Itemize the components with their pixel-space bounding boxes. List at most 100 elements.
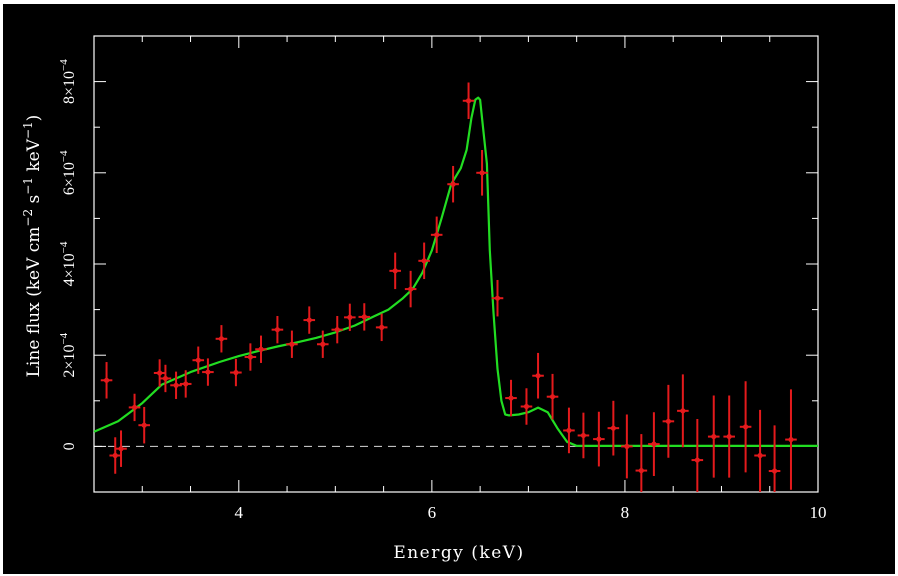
data-marker <box>233 369 239 376</box>
data-point <box>215 325 228 353</box>
data-marker <box>788 436 794 443</box>
data-point <box>271 315 284 344</box>
x-tick-label: 4 <box>235 503 244 522</box>
data-marker <box>651 441 657 447</box>
data-marker <box>218 336 225 342</box>
data-marker <box>610 425 616 431</box>
data-marker <box>465 98 472 104</box>
data-marker <box>771 468 778 474</box>
data-marker <box>624 443 630 449</box>
data-point <box>768 425 781 492</box>
model-curve <box>93 96 818 447</box>
data-marker <box>479 170 485 176</box>
y-tick-label: 8×10−4 <box>58 59 78 104</box>
data-marker <box>638 467 644 474</box>
data-point <box>491 279 504 317</box>
data-point <box>286 330 298 358</box>
data-marker <box>680 408 686 414</box>
data-point <box>447 165 459 203</box>
y-tick-label: 0 <box>61 442 78 450</box>
data-point <box>138 406 150 444</box>
data-marker <box>162 375 169 382</box>
data-point <box>100 362 113 399</box>
data-marker <box>195 357 201 363</box>
data-marker <box>118 446 124 452</box>
y-tick-label: 2×10−4 <box>58 332 78 377</box>
data-point <box>476 150 488 196</box>
data-marker <box>450 181 456 187</box>
spectrum-chart: 4 6 8 10 0 2×10−4 4×10−4 6×10−4 8×10−4 Energy (k… <box>21 35 827 563</box>
data-point <box>677 374 689 448</box>
data-marker <box>711 433 717 440</box>
data-point <box>344 303 356 332</box>
data-marker <box>566 427 572 434</box>
data-marker <box>694 457 700 463</box>
data-marker <box>258 346 264 352</box>
data-point <box>532 352 544 399</box>
axes-box <box>93 35 819 493</box>
data-point <box>358 303 371 331</box>
data-point <box>179 370 192 398</box>
data-marker <box>157 370 163 376</box>
data-point <box>418 242 430 280</box>
x-tick-label: 10 <box>810 503 827 522</box>
data-point <box>430 216 443 254</box>
data-marker <box>103 377 110 383</box>
data-marker <box>131 404 138 411</box>
data-point <box>389 252 401 290</box>
data-marker <box>141 422 147 428</box>
chart-frame: 4 6 8 10 0 2×10−4 4×10−4 6×10−4 8×10−4 Energy (k… <box>3 4 895 574</box>
data-marker <box>379 324 385 330</box>
data-point <box>723 395 735 478</box>
data-point <box>563 407 575 454</box>
data-marker <box>274 327 281 333</box>
data-point <box>109 437 122 474</box>
data-point <box>648 412 660 477</box>
data-point <box>192 346 205 374</box>
data-point <box>607 400 620 456</box>
data-point <box>375 313 388 342</box>
y-axis-label: Line flux (keV cm−2 s−1 keV−1) <box>21 115 44 378</box>
data-marker <box>743 424 749 430</box>
data-point <box>621 414 633 479</box>
data-marker <box>508 395 514 401</box>
data-point <box>244 343 257 371</box>
data-marker <box>306 317 312 323</box>
x-axis-label: Energy (keV) <box>393 543 524 563</box>
data-marker <box>580 432 587 439</box>
data-point <box>505 379 517 417</box>
data-point <box>128 393 141 422</box>
data-marker <box>726 433 732 440</box>
data-marker <box>183 381 189 387</box>
data-marker <box>434 232 440 238</box>
data-marker <box>408 286 414 292</box>
data-point <box>707 395 720 478</box>
data-point <box>593 411 605 467</box>
data-marker <box>665 418 671 424</box>
data-point <box>635 434 648 492</box>
data-point <box>754 409 766 492</box>
data-marker <box>494 295 501 301</box>
data-marker <box>247 354 253 360</box>
data-marker <box>535 373 541 379</box>
data-point <box>520 388 533 425</box>
data-marker <box>757 452 763 459</box>
data-point <box>159 364 172 393</box>
data-marker <box>392 268 398 274</box>
data-point <box>303 306 316 334</box>
y-tick-label: 4×10−4 <box>58 241 78 286</box>
data-marker <box>320 341 326 347</box>
x-tick-label: 8 <box>621 503 630 522</box>
data-point <box>170 371 182 399</box>
data-marker <box>334 327 340 333</box>
data-point <box>546 373 559 420</box>
x-tick-label: 6 <box>428 503 437 522</box>
data-point <box>404 270 417 308</box>
data-point <box>202 358 214 386</box>
data-marker <box>112 452 118 459</box>
data-point <box>577 412 590 459</box>
data-point <box>115 430 127 467</box>
data-point <box>785 389 797 490</box>
data-point <box>316 330 329 358</box>
data-marker <box>596 436 602 442</box>
